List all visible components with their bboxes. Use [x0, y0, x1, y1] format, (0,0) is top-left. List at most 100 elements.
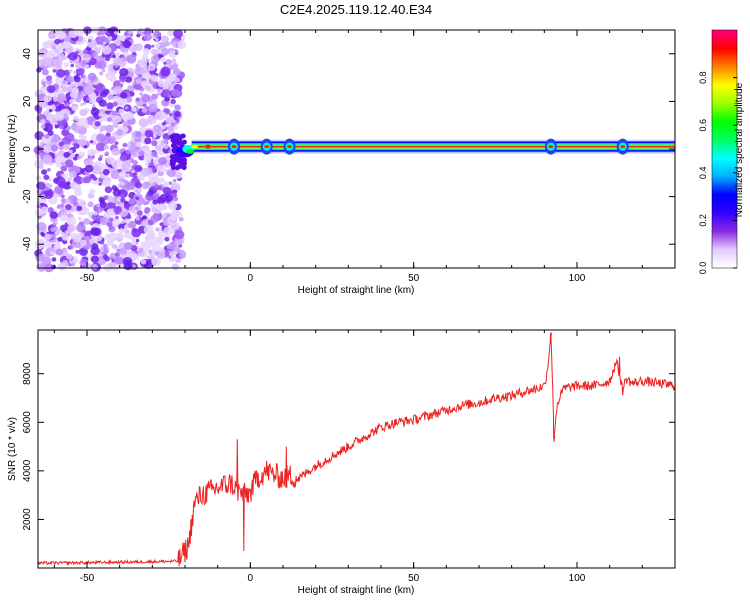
noise-speck	[67, 224, 76, 232]
noise-speck	[111, 147, 121, 156]
noise-speck	[87, 148, 96, 157]
noise-speck	[157, 203, 166, 211]
signal-bulge	[231, 145, 237, 149]
noise-speck	[143, 27, 152, 36]
noise-speck	[112, 54, 116, 59]
noise-speck	[78, 83, 82, 87]
noise-speck	[51, 264, 57, 270]
noise-speck	[49, 211, 58, 219]
noise-speck	[58, 141, 64, 147]
noise-speck	[110, 170, 121, 180]
noise-speck	[68, 170, 77, 179]
noise-speck	[38, 160, 45, 165]
noise-speck	[98, 130, 102, 134]
noise-speck	[160, 66, 171, 77]
noise-speck	[34, 131, 45, 140]
noise-speck	[90, 227, 100, 236]
noise-speck	[140, 259, 147, 265]
noise-speck	[36, 67, 42, 73]
noise-speck	[100, 125, 107, 131]
noise-speck	[126, 182, 135, 191]
noise-speck	[170, 182, 181, 192]
noise-speck	[114, 256, 124, 265]
noise-speck	[119, 154, 128, 162]
noise-speck	[132, 172, 137, 176]
noise-speck	[78, 138, 88, 147]
noise-speck	[93, 211, 98, 216]
y-tick-label: 2000	[22, 508, 33, 531]
noise-speck	[36, 181, 46, 191]
noise-speck	[57, 236, 63, 242]
signal-blob	[191, 144, 198, 149]
noise-speck	[94, 121, 101, 127]
snr-series-line	[37, 332, 676, 567]
noise-speck	[136, 33, 141, 38]
noise-speck	[118, 36, 124, 42]
noise-speck	[111, 185, 118, 191]
figure-title: C2E4.2025.119.12.40.E34	[280, 2, 432, 17]
noise-speck	[178, 216, 184, 222]
spectrogram-x-axis-label: Height of straight line (km)	[298, 285, 415, 296]
noise-speck	[42, 144, 52, 153]
noise-speck	[73, 76, 81, 83]
noise-speck	[42, 154, 53, 164]
noise-speck	[91, 213, 99, 221]
noise-speck	[166, 214, 171, 218]
noise-speck	[48, 108, 53, 113]
noise-speck	[122, 142, 128, 148]
noise-speck	[47, 41, 52, 45]
noise-speck	[151, 120, 157, 125]
snr-plot-area	[38, 330, 675, 568]
noise-speck	[72, 122, 77, 127]
noise-speck	[59, 224, 68, 232]
noise-speck	[119, 247, 128, 256]
noise-speck	[131, 228, 142, 238]
noise-speck	[114, 31, 118, 35]
noise-speck	[95, 83, 106, 93]
noise-speck	[151, 207, 158, 213]
noise-speck	[154, 144, 162, 151]
noise-speck	[150, 214, 159, 223]
noise-speck	[155, 110, 166, 121]
noise-speck	[113, 85, 123, 95]
noise-speck	[130, 141, 135, 145]
signal-bulge	[548, 145, 554, 149]
noise-speck	[45, 75, 53, 81]
noise-speck	[63, 56, 68, 60]
noise-speck	[99, 247, 105, 253]
noise-speck	[131, 107, 137, 112]
noise-speck	[68, 98, 75, 105]
noise-speck	[73, 156, 78, 161]
noise-speck	[83, 144, 88, 149]
noise-speck	[85, 124, 90, 129]
noise-speck	[156, 196, 166, 205]
noise-speck	[63, 69, 71, 76]
noise-speck	[131, 240, 137, 246]
y-tick-label: -20	[22, 189, 33, 204]
noise-speck	[142, 63, 148, 69]
noise-speck	[76, 205, 83, 212]
noise-speck	[143, 33, 152, 41]
noise-speck	[135, 141, 142, 148]
signal-blob	[204, 144, 211, 149]
noise-speck	[173, 197, 179, 202]
noise-speck	[54, 38, 61, 45]
noise-speck	[106, 102, 114, 110]
noise-speck	[140, 221, 147, 227]
noise-speck	[51, 45, 57, 50]
noise-speck	[55, 248, 64, 256]
noise-speck	[65, 253, 73, 260]
noise-speck	[160, 57, 166, 63]
noise-speck	[76, 223, 86, 233]
noise-speck	[35, 175, 42, 182]
noise-speck	[72, 183, 82, 192]
noise-speck	[36, 204, 42, 209]
noise-speck	[141, 182, 150, 190]
noise-speck	[174, 110, 181, 118]
noise-speck	[142, 48, 151, 55]
spectrogram-noise-layer	[33, 26, 188, 273]
noise-speck	[53, 98, 58, 102]
y-tick-label: 40	[22, 48, 33, 60]
noise-speck	[61, 233, 70, 241]
noise-speck	[153, 30, 161, 38]
